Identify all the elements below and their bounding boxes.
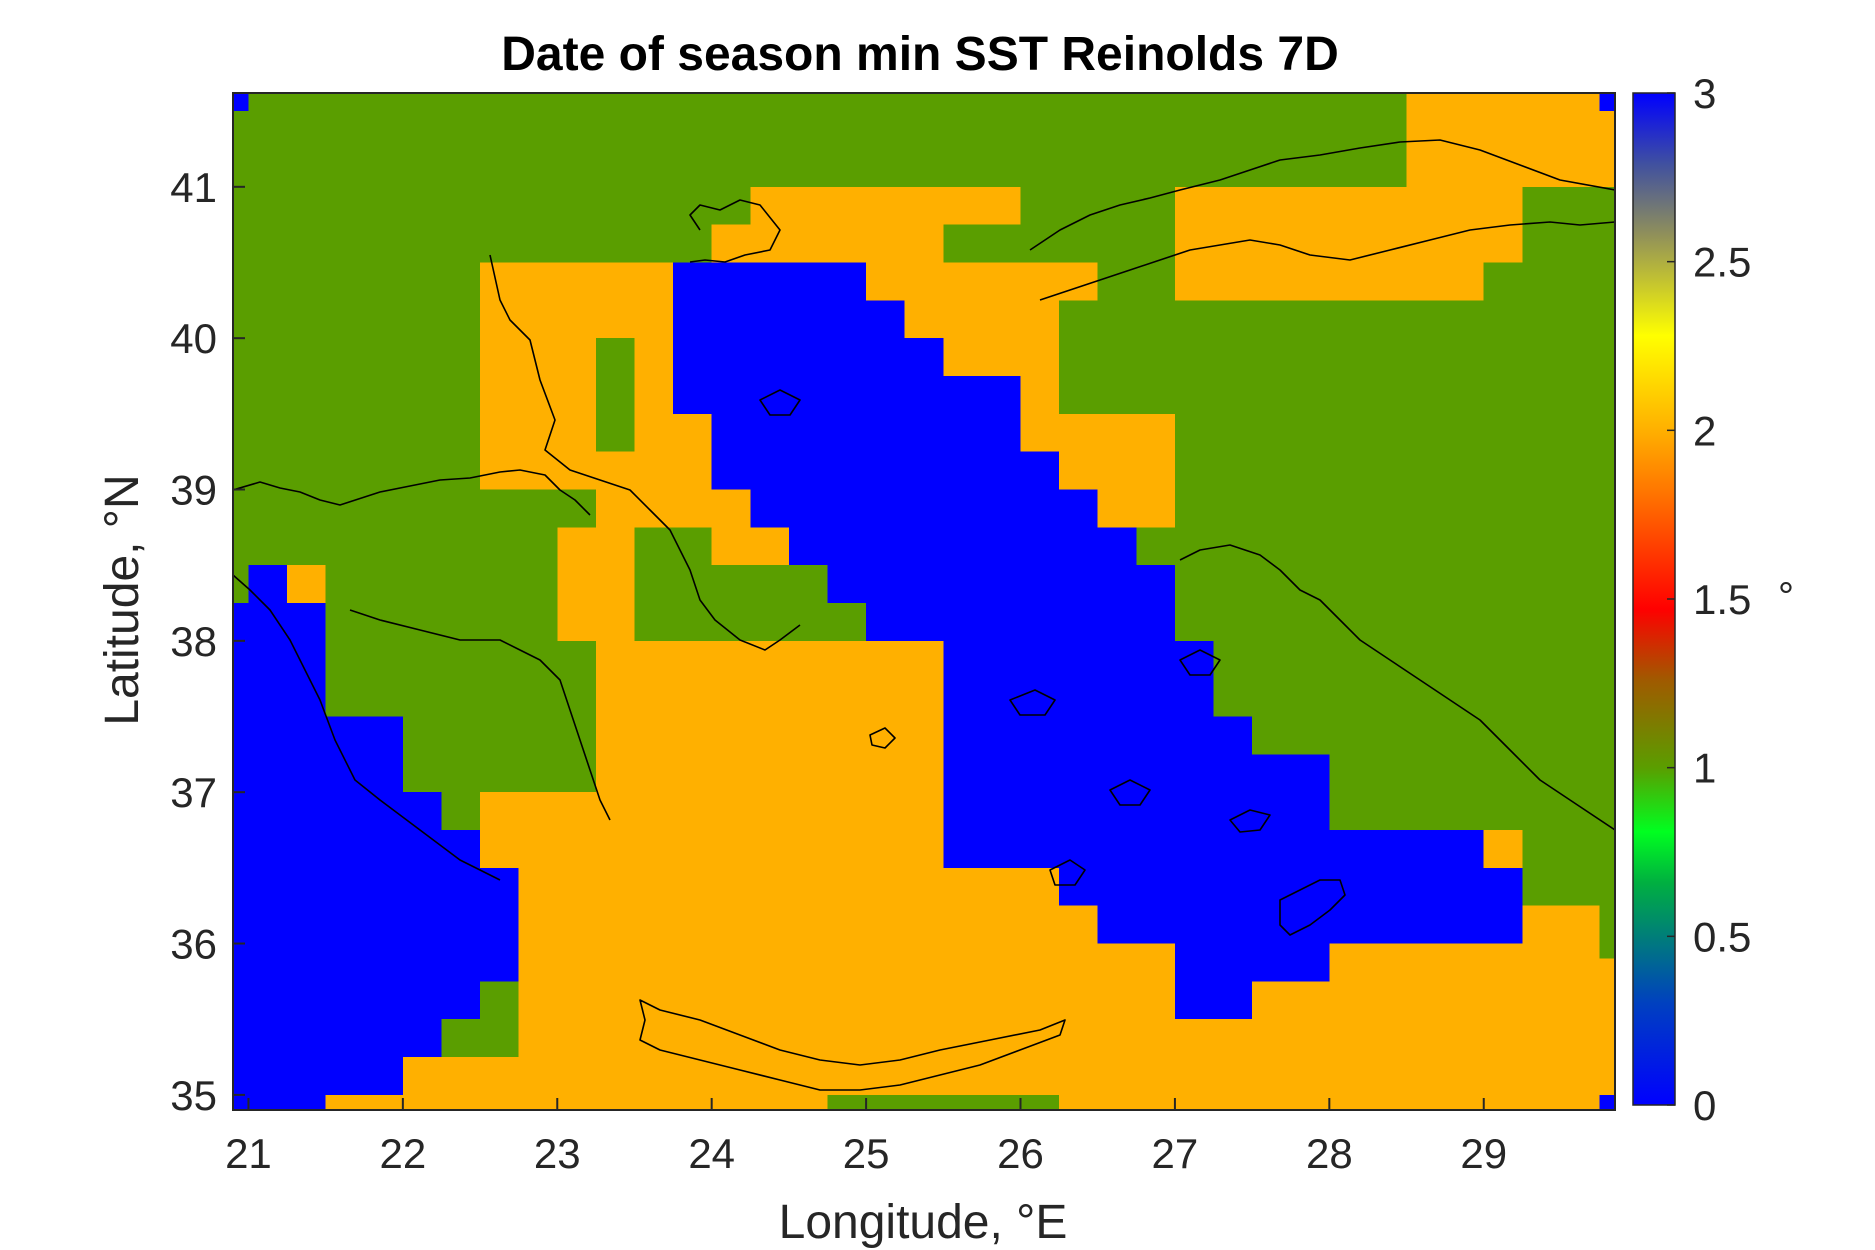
sst-cell-block <box>1599 905 1615 959</box>
x-tick-label: 27 <box>1152 1130 1199 1177</box>
colorbar-unit: ° <box>1778 575 1794 619</box>
y-tick-label: 41 <box>170 164 217 211</box>
sst-cell-block <box>1020 262 1098 301</box>
map-frame <box>232 92 1616 1111</box>
y-axis-label: Latitude, °N <box>96 474 149 725</box>
sst-cell-block <box>518 792 596 1110</box>
map-title: Date of season min SST Reinolds 7D <box>501 28 1339 81</box>
sst-cell-block <box>441 830 481 1020</box>
sst-cell-block <box>248 565 288 604</box>
sst-cell-block <box>750 186 1021 225</box>
sst-cell-block <box>1599 1094 1615 1110</box>
sst-cell-block <box>1599 93 1615 112</box>
sst-cell-block <box>233 603 326 1110</box>
x-tick-label: 23 <box>534 1130 581 1177</box>
colorbar-ticks: 0 0.5 1 1.5 2 2.5 3 <box>1667 70 1751 1129</box>
sst-cell-block <box>480 792 519 868</box>
colorbar-tick-label: 3 <box>1693 70 1716 117</box>
sst-cell-block <box>827 1094 1060 1110</box>
x-tick-label: 22 <box>379 1130 426 1177</box>
sst-cell-block <box>1252 754 1330 982</box>
sst-cell-block <box>402 1057 519 1110</box>
sst-cell-block <box>233 93 249 112</box>
x-tick-label: 25 <box>843 1130 890 1177</box>
coastline <box>233 139 1615 1091</box>
x-axis-label: Longitude, °E <box>779 1196 1068 1249</box>
sst-cell-block <box>402 792 442 1058</box>
sst-cell-block <box>364 792 403 831</box>
sst-cell-block <box>1136 565 1175 944</box>
sst-cell-block <box>1097 565 1137 944</box>
y-tick-label: 38 <box>170 618 217 665</box>
sst-cell-block <box>1174 186 1484 301</box>
latitude-ticks: 35 36 37 38 39 40 41 <box>170 164 245 1119</box>
sst-cell-block <box>1174 640 1214 1020</box>
sst-cell-block <box>557 527 635 641</box>
map-area <box>233 93 1615 1110</box>
y-tick-label: 36 <box>170 921 217 968</box>
x-tick-label: 28 <box>1306 1130 1353 1177</box>
sst-cell-block <box>1213 716 1253 1020</box>
sst-cell-block <box>1329 830 1484 944</box>
sst-cell-block <box>1483 867 1523 944</box>
x-tick-label: 21 <box>225 1130 272 1177</box>
y-tick-label: 39 <box>170 467 217 514</box>
sst-cell-block <box>1522 640 1615 906</box>
sst-cell-block <box>287 565 326 604</box>
x-tick-label: 26 <box>997 1130 1044 1177</box>
colorbar-tick-label: 0 <box>1693 1082 1716 1129</box>
x-tick-label: 29 <box>1460 1130 1507 1177</box>
colorbar-tick-label: 1 <box>1693 745 1716 792</box>
y-tick-label: 35 <box>170 1072 217 1119</box>
longitude-ticks: 21 22 23 24 25 26 27 28 29 <box>225 1098 1507 1177</box>
x-tick-label: 24 <box>688 1130 735 1177</box>
colorbar-tick-label: 0.5 <box>1693 913 1751 960</box>
y-tick-label: 37 <box>170 769 217 816</box>
colorbar: 0 0.5 1 1.5 2 2.5 3 ° <box>1632 70 1794 1129</box>
colorbar-tick-label: 2 <box>1693 407 1716 454</box>
sst-cell-block <box>325 716 403 1095</box>
sst-cell-block <box>480 867 519 982</box>
y-tick-label: 40 <box>170 315 217 362</box>
colorbar-tick-label: 1.5 <box>1693 576 1751 623</box>
sst-cell-block <box>325 1094 403 1110</box>
colorbar-tick-label: 2.5 <box>1693 239 1751 286</box>
